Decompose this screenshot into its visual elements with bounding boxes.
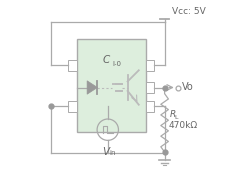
Bar [77,39,146,132]
Bar [146,101,154,112]
Bar [146,60,154,71]
Polygon shape [87,81,98,94]
Text: 470kΩ: 470kΩ [169,121,198,130]
Text: R: R [170,110,176,119]
Bar [68,101,77,112]
Text: I-0: I-0 [112,61,121,67]
Bar [146,82,154,93]
Text: V: V [102,147,110,157]
Text: L: L [174,115,178,120]
Text: Vo: Vo [182,82,194,93]
Bar [68,60,77,71]
Text: C: C [102,55,110,65]
Text: in: in [110,150,116,156]
Text: Vcc: 5V: Vcc: 5V [172,7,205,16]
